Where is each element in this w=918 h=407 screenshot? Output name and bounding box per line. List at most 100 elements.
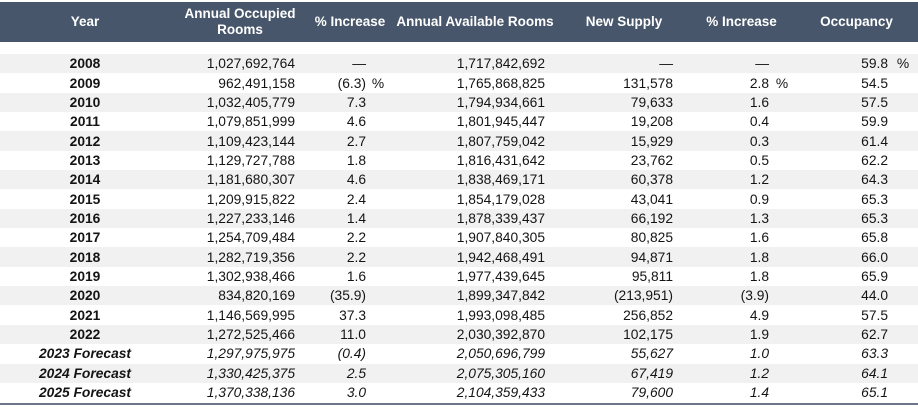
new-supply-cell: 94,871 (630, 249, 673, 265)
table-bottom-border (0, 403, 918, 406)
occupancy-value: 62.2 (861, 152, 888, 168)
supply-pct-increase-cell: 1.9 (688, 327, 795, 342)
table-row: 2019 1,302,938,466 1.6 1,977,439,645 95,… (0, 266, 918, 287)
annual-available-rooms-cell: 2,050,696,799 (456, 346, 545, 362)
annual-available-rooms-cell: 1,807,759,042 (456, 133, 545, 149)
annual-occupied-rooms-cell: 834,820,169 (218, 288, 295, 304)
supply-pct-increase-cell: 1.2 (688, 366, 795, 381)
pct-increase-value: 1.2 (749, 172, 769, 188)
occupied-pct-increase-cell: 7.3 (310, 95, 390, 110)
occupancy-cell: 64.1 (795, 366, 918, 381)
new-supply-cell: 95,811 (631, 268, 673, 284)
pct-increase-value: 1.8 (346, 152, 366, 168)
occupancy-cell: 64.3 (795, 172, 918, 187)
annual-available-rooms-cell: 1,878,339,437 (456, 210, 545, 226)
pct-increase-value: 37.3 (339, 307, 366, 323)
annual-occupied-rooms-cell: 1,209,915,822 (206, 191, 295, 207)
occupancy-value: 64.1 (861, 365, 888, 381)
occupancy-cell: 65.3 (795, 211, 918, 226)
supply-pct-increase-cell: 1.8 (688, 269, 795, 284)
supply-pct-increase-cell: 1.0 (688, 346, 795, 361)
percent-sign: % (371, 75, 385, 91)
occupancy-cell: 65.3 (795, 192, 918, 207)
pct-increase-value: 2.5 (346, 365, 366, 381)
supply-pct-increase-cell: 1.6 (688, 230, 795, 245)
annual-occupied-rooms-cell: 1,254,709,484 (206, 230, 295, 246)
annual-occupied-rooms-cell: 1,129,727,788 (206, 152, 295, 168)
occupancy-cell: 63.3 (795, 346, 918, 361)
annual-occupied-rooms-cell: 962,491,158 (218, 75, 295, 91)
supply-pct-increase-cell: 1.4 (688, 385, 795, 400)
occupied-pct-increase-cell: 2.7 (310, 134, 390, 149)
year-cell: 2017 (69, 230, 101, 246)
occupancy-value: 59.8 (861, 56, 888, 72)
pct-increase-value: 4.6 (346, 172, 366, 188)
annual-available-rooms-cell: 1,854,179,028 (456, 191, 545, 207)
col-header-annual-available-rooms: Annual Available Rooms (396, 13, 554, 29)
occupied-pct-increase-cell: 2.5 (310, 366, 390, 381)
annual-occupied-rooms-cell: 1,282,719,356 (206, 249, 295, 265)
annual-available-rooms-cell: 2,030,392,870 (456, 326, 545, 342)
supply-pct-increase-cell: 0.3 (688, 134, 795, 149)
annual-occupied-rooms-cell: 1,302,938,466 (206, 268, 295, 284)
occupancy-value: 66.0 (861, 249, 888, 265)
pct-increase-value: 1.2 (749, 365, 769, 381)
pct-increase-value: 4.9 (749, 307, 769, 323)
pct-increase-value: (35.9) (329, 288, 366, 304)
supply-pct-increase-cell: 0.4 (688, 114, 795, 129)
supply-pct-increase-cell: (3.9) (688, 288, 795, 303)
occupancy-value: 63.3 (861, 346, 888, 362)
new-supply-cell: 23,762 (630, 152, 673, 168)
pct-increase-value: — (755, 56, 769, 72)
occupied-pct-increase-cell: 1.6 (310, 269, 390, 284)
annual-occupied-rooms-cell: 1,027,692,764 (206, 56, 295, 72)
occupied-pct-increase-cell: (35.9) (310, 288, 390, 303)
year-cell: 2012 (69, 133, 101, 149)
year-cell: 2010 (69, 94, 101, 110)
annual-available-rooms-cell: 2,104,359,433 (456, 385, 545, 401)
pct-increase-value: 1.6 (749, 94, 769, 110)
supply-pct-increase-cell: 0.9 (688, 192, 795, 207)
table-row: 2021 1,146,569,995 37.3 1,993,098,485 25… (0, 305, 918, 325)
annual-occupied-rooms-cell: 1,370,338,136 (206, 385, 295, 401)
occupied-pct-increase-cell: 4.6 (310, 114, 390, 129)
new-supply-cell: 80,825 (630, 230, 673, 246)
year-cell: 2011 (70, 114, 100, 130)
occupancy-value: 64.3 (861, 172, 888, 188)
pct-increase-value: 1.4 (346, 210, 366, 226)
year-cell: 2008 (69, 56, 101, 72)
occupancy-cell: 57.5 (795, 95, 918, 110)
occupied-pct-increase-cell: 2.2 (310, 230, 390, 245)
occupied-pct-increase-cell: — (310, 56, 390, 71)
pct-increase-value: 0.9 (749, 191, 769, 207)
annual-available-rooms-cell: 1,765,868,825 (456, 75, 545, 91)
year-cell: 2022 (69, 326, 101, 342)
occupied-pct-increase-cell: 4.6 (310, 172, 390, 187)
new-supply-cell: 15,929 (630, 133, 673, 149)
occupied-pct-increase-cell: 1.4 (310, 211, 390, 226)
pct-increase-value: 2.8 (749, 75, 769, 91)
table-row: 2022 1,272,525,466 11.0 2,030,392,870 10… (0, 324, 918, 345)
new-supply-cell: 19,208 (630, 114, 673, 130)
table-row: 2025 Forecast 1,370,338,136 3.0 2,104,35… (0, 382, 918, 403)
table-row: 2011 1,079,851,999 4.6 1,801,945,447 19,… (0, 112, 918, 132)
year-cell: 2018 (69, 249, 101, 265)
annual-available-rooms-cell: 2,075,305,160 (456, 365, 545, 381)
percent-sign: % (896, 56, 910, 72)
year-cell: 2024 Forecast (38, 365, 132, 381)
annual-available-rooms-cell: 1,907,840,305 (456, 230, 545, 246)
col-header-occupied-pct-increase: % Increase (314, 13, 386, 29)
new-supply-cell: 79,600 (630, 385, 673, 401)
occupancy-cell: 61.4 (795, 134, 918, 149)
occupancy-value: 65.3 (861, 210, 888, 226)
table-row: 2012 1,109,423,144 2.7 1,807,759,042 15,… (0, 131, 918, 151)
pct-increase-value: 7.3 (346, 94, 366, 110)
table-row: 2020 834,820,169 (35.9) 1,899,347,842 (2… (0, 286, 918, 306)
new-supply-cell: 79,633 (630, 94, 673, 110)
pct-increase-value: 2.2 (346, 230, 366, 246)
supply-pct-increase-cell: 0.5 (688, 153, 795, 168)
annual-available-rooms-cell: 1,717,842,692 (456, 56, 545, 72)
table-header-row: Year Annual Occupied Rooms % Increase An… (0, 2, 918, 42)
col-header-new-supply: New Supply (585, 13, 663, 29)
occupancy-cell: 65.9 (795, 269, 918, 284)
